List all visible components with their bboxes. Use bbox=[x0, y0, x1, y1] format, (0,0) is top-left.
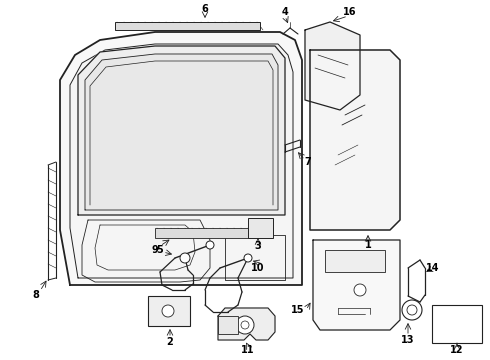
Text: 11: 11 bbox=[241, 345, 255, 355]
Bar bbox=[248, 218, 273, 238]
Polygon shape bbox=[78, 46, 285, 215]
Text: 4: 4 bbox=[282, 7, 289, 17]
Circle shape bbox=[402, 300, 422, 320]
Text: 6: 6 bbox=[201, 4, 208, 14]
Bar bbox=[325, 250, 385, 272]
Text: 2: 2 bbox=[167, 337, 173, 347]
Circle shape bbox=[236, 316, 254, 334]
Text: 5: 5 bbox=[157, 245, 163, 255]
Circle shape bbox=[206, 241, 214, 249]
Bar bbox=[115, 22, 260, 30]
Text: 1: 1 bbox=[365, 240, 371, 250]
Polygon shape bbox=[305, 22, 360, 110]
Text: 8: 8 bbox=[32, 290, 39, 300]
Text: 12: 12 bbox=[450, 345, 464, 355]
Text: 13: 13 bbox=[401, 335, 415, 345]
Polygon shape bbox=[85, 54, 278, 210]
Text: 14: 14 bbox=[426, 263, 440, 273]
Circle shape bbox=[407, 305, 417, 315]
Bar bbox=[218, 316, 238, 334]
Bar bbox=[148, 296, 190, 326]
Circle shape bbox=[354, 284, 366, 296]
Polygon shape bbox=[70, 44, 293, 278]
Text: 7: 7 bbox=[305, 157, 311, 167]
Polygon shape bbox=[218, 308, 275, 340]
Circle shape bbox=[244, 254, 252, 262]
Text: 15: 15 bbox=[291, 305, 305, 315]
Circle shape bbox=[241, 321, 249, 329]
Circle shape bbox=[162, 305, 174, 317]
Bar bbox=[155, 228, 250, 238]
Bar bbox=[432, 305, 482, 343]
Text: 16: 16 bbox=[343, 7, 357, 17]
Text: 9: 9 bbox=[151, 245, 158, 255]
Text: 10: 10 bbox=[251, 263, 265, 273]
Polygon shape bbox=[310, 50, 400, 230]
Text: 3: 3 bbox=[255, 241, 261, 251]
Circle shape bbox=[180, 253, 190, 263]
Polygon shape bbox=[60, 32, 302, 285]
Polygon shape bbox=[313, 240, 400, 330]
